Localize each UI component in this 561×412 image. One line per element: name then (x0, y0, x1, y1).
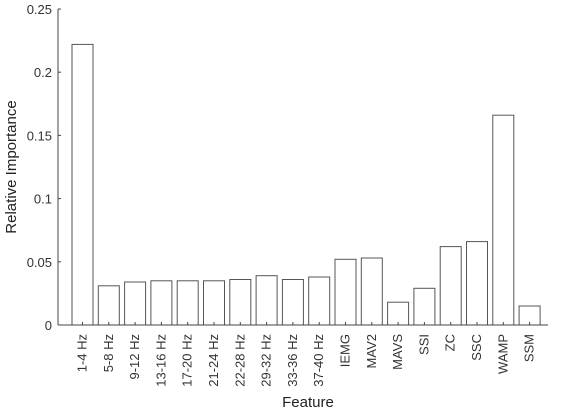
bar (492, 114, 515, 326)
x-tick-label: 33-36 Hz (285, 334, 300, 387)
x-axis-title: Feature (282, 394, 334, 411)
x-tick-label: 9-12 Hz (127, 334, 142, 380)
y-tick-label: 0.1 (34, 192, 52, 207)
x-tick-label: SSM (522, 334, 537, 362)
x-tick-label: MAVS (390, 334, 405, 370)
x-tick-label: 17-20 Hz (180, 334, 195, 387)
bar (387, 301, 410, 326)
bar (334, 258, 357, 326)
x-tick-label: 1-4 Hz (75, 334, 90, 372)
x-tick-label: MAV2 (364, 334, 379, 368)
x-tick-label: 5-8 Hz (101, 334, 116, 372)
bar (176, 280, 199, 326)
bar (439, 246, 462, 326)
x-tick-label: 37-40 Hz (311, 334, 326, 387)
x-tick-label: 22-28 Hz (232, 334, 247, 387)
x-tick-label: SSC (469, 334, 484, 361)
bar (255, 275, 278, 326)
x-tick-label: WAMP (495, 334, 510, 374)
bar (308, 276, 331, 326)
bar (360, 257, 383, 326)
x-tick-label: 13-16 Hz (153, 334, 168, 387)
x-tick-label: SSI (416, 334, 431, 355)
x-tick-label: ZC (443, 334, 458, 351)
x-tick-labels: 1-4 Hz 5-8 Hz 9-12 Hz 13-16 Hz 17-20 Hz 21-24… (75, 322, 537, 387)
bar (281, 279, 304, 326)
x-tick-label: IEMG (338, 334, 353, 367)
x-tick-label: 29-32 Hz (259, 334, 274, 387)
axes-layer (57, 9, 548, 326)
y-tick-label: 0.25 (27, 2, 52, 17)
bar (229, 279, 252, 326)
y-tick-label: 0.2 (34, 65, 52, 80)
y-tick-label: 0 (45, 318, 52, 333)
bar (150, 280, 173, 326)
bars-layer (71, 43, 541, 326)
bar (71, 43, 94, 326)
y-tick-label: 0.05 (27, 255, 52, 270)
y-tick-label: 0.15 (27, 128, 52, 143)
y-axis-title: Relative Importance (3, 100, 20, 233)
y-ticks: 0 0.05 0.1 0.15 0.2 0.25 (27, 2, 61, 333)
x-tick-label: 21-24 Hz (206, 334, 221, 387)
bar (203, 280, 225, 326)
bar (97, 285, 120, 326)
bar (413, 287, 436, 326)
bar (124, 281, 147, 326)
bar (466, 241, 488, 326)
